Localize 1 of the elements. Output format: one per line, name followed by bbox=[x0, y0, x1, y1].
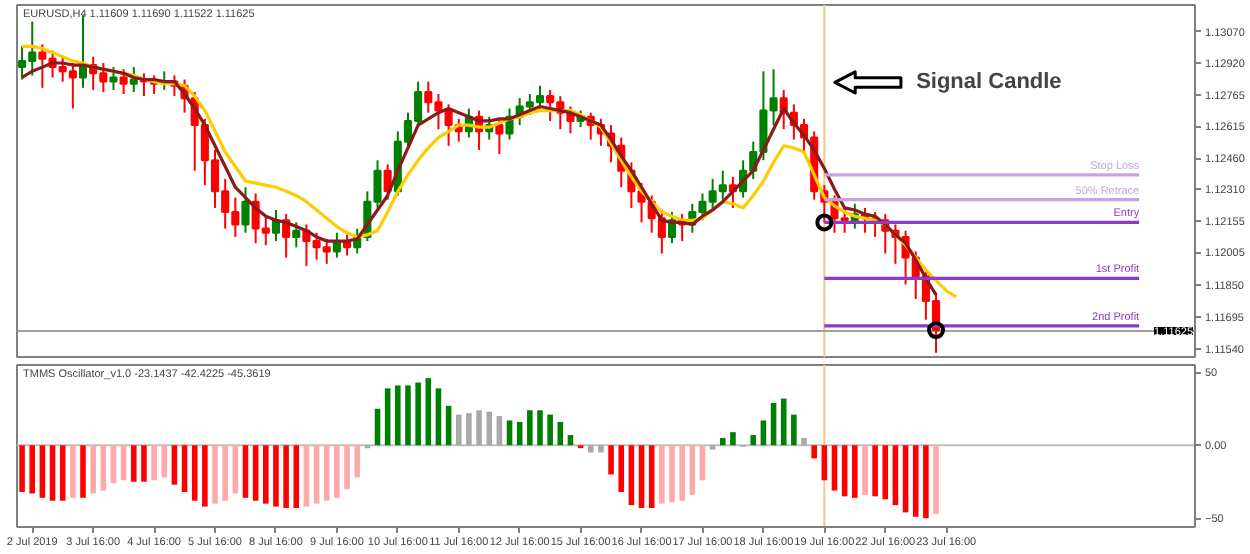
annotation: Signal Candle bbox=[916, 70, 1062, 95]
